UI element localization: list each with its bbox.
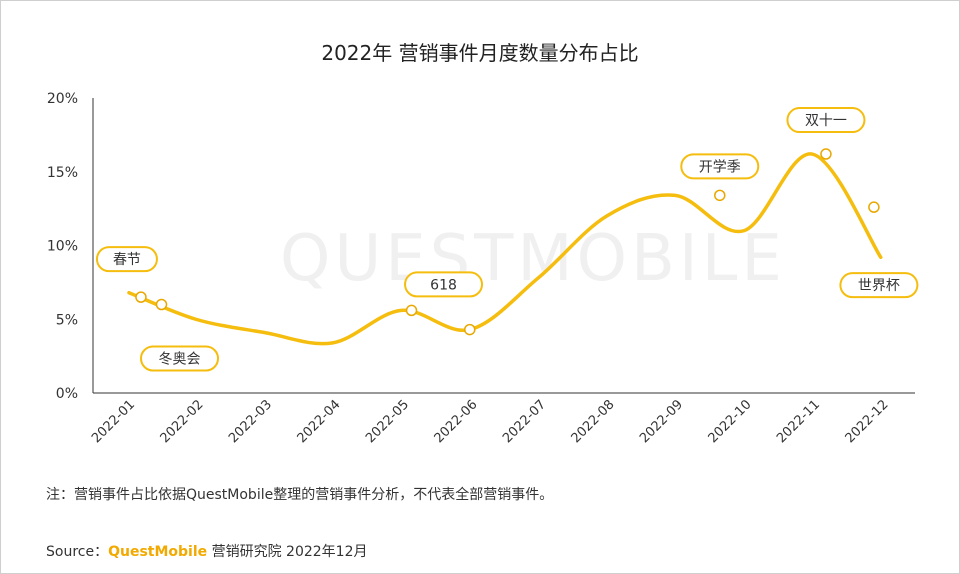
event-callout-label: 春节 <box>113 252 141 268</box>
event-callout-box <box>140 345 219 372</box>
source-prefix: Source： <box>46 544 109 560</box>
y-tick-label: 5% <box>56 312 78 328</box>
source-brand: QuestMobile <box>108 544 208 560</box>
x-tick-label: 2022-08 <box>569 397 618 446</box>
event-callout-label: 双十一 <box>805 113 847 129</box>
x-tick-label: 2022-06 <box>432 397 481 446</box>
event-callout-label: 世界杯 <box>858 278 900 294</box>
x-tick-label: 2022-02 <box>158 397 207 446</box>
x-tick-label: 2022-09 <box>637 397 686 446</box>
event-marker <box>155 298 168 311</box>
event-callout-box <box>95 246 158 273</box>
source-suffix: 营销研究院 2022年12月 <box>207 544 368 560</box>
x-tick-label: 2022-04 <box>295 397 344 446</box>
y-tick-label: 0% <box>56 386 78 402</box>
event-callout-box <box>404 271 484 298</box>
series-line <box>127 152 883 346</box>
event-callout-box <box>680 153 760 180</box>
event-callout-box <box>839 272 919 299</box>
x-tick-label: 2022-05 <box>363 397 412 446</box>
x-tick-label: 2022-10 <box>706 397 755 446</box>
source-line: Source：QuestMobile 营销研究院 2022年12月 <box>46 541 368 561</box>
y-tick-label: 20% <box>47 91 78 107</box>
chart-title: 2022年 营销事件月度数量分布占比 <box>321 41 638 65</box>
event-callout-box <box>786 107 866 134</box>
x-tick-label: 2022-11 <box>774 397 823 446</box>
event-callout-label: 开学季 <box>699 159 741 175</box>
event-marker <box>820 148 832 160</box>
event-marker <box>405 304 418 317</box>
event-marker <box>714 189 726 202</box>
x-tick-label: 2022-03 <box>226 397 275 446</box>
footnote: 注：营销事件占比依据QuestMobile整理的营销事件分析，不代表全部营销事件… <box>46 487 554 503</box>
y-tick-label: 15% <box>47 165 78 181</box>
x-tick-label: 2022-12 <box>843 397 892 446</box>
event-marker <box>464 323 476 336</box>
x-tick-label: 2022-01 <box>89 397 138 446</box>
event-callout-label: 冬奥会 <box>159 351 201 368</box>
x-tick-label: 2022-07 <box>500 397 549 446</box>
y-tick-label: 10% <box>47 239 78 255</box>
event-marker <box>868 201 880 213</box>
event-marker <box>135 291 147 303</box>
event-callout-label: 618 <box>430 277 457 293</box>
